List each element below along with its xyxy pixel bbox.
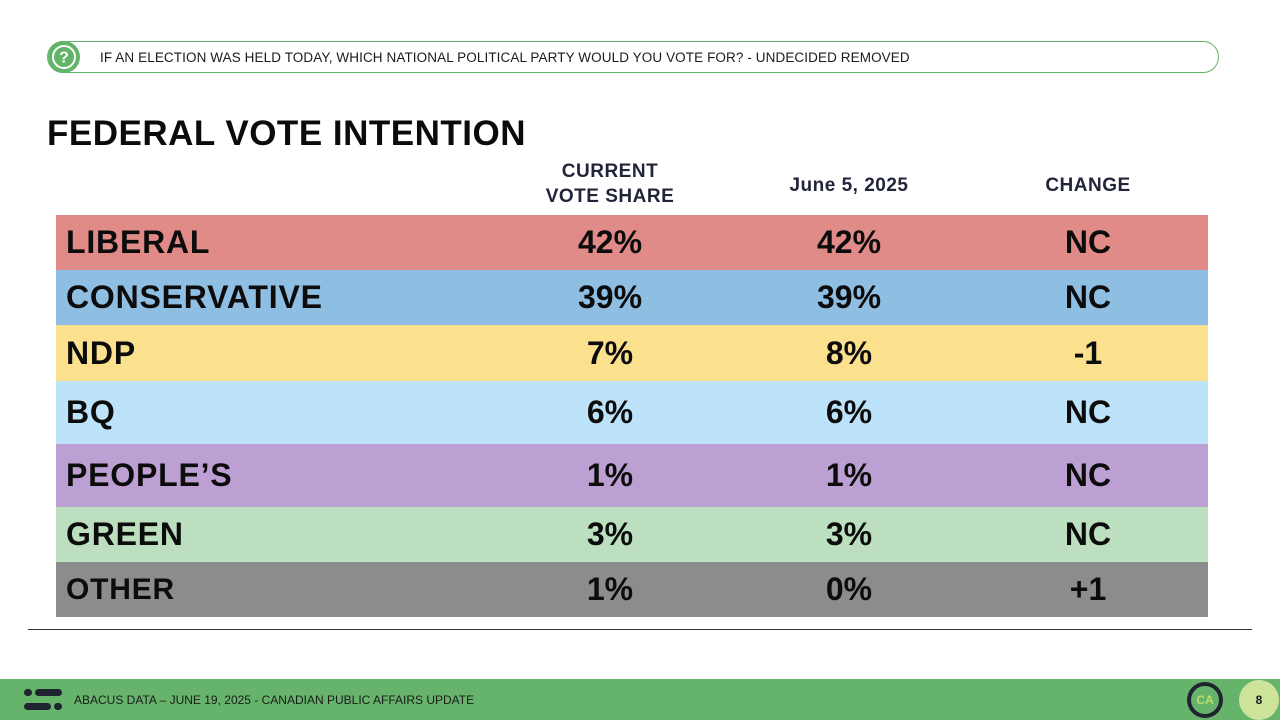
current-value: 3% (586, 516, 634, 552)
change-value: NC (1064, 279, 1112, 315)
footer-text: ABACUS DATA – JUNE 19, 2025 - CANADIAN P… (74, 693, 475, 707)
column-header-previous: June 5, 2025 (789, 175, 909, 196)
column-header-change: CHANGE (1045, 175, 1131, 196)
svg-text:?: ? (59, 49, 69, 66)
previous-value: 1% (825, 457, 873, 493)
ca-badge-icon: CA (1187, 682, 1223, 718)
current-value: 6% (586, 394, 634, 430)
column-header-current: CURRENT VOTE SHARE (545, 161, 675, 207)
previous-value: 6% (825, 394, 873, 430)
party-name: BQ (66, 394, 116, 430)
change-value: NC (1064, 516, 1112, 552)
table-row-liberal: LIBERAL 42% 42% NC (56, 215, 1208, 270)
current-value: 42% (577, 224, 643, 260)
previous-value: 3% (825, 516, 873, 552)
vote-intention-table: LIBERAL 42% 42% NC CONSERVATIVE 39% 39% … (56, 215, 1208, 617)
page-number: 8 (1239, 680, 1279, 720)
question-banner: ? IF AN ELECTION WAS HELD TODAY, WHICH N… (47, 40, 1219, 73)
table-row-bq: BQ 6% 6% NC (56, 381, 1208, 444)
party-name: GREEN (66, 516, 184, 552)
party-name: NDP (66, 334, 136, 371)
current-value: 1% (586, 571, 634, 607)
party-name: CONSERVATIVE (66, 279, 323, 315)
divider (28, 629, 1252, 630)
party-name: PEOPLE’S (66, 457, 233, 493)
change-value: NC (1064, 457, 1112, 493)
party-name: LIBERAL (66, 224, 211, 260)
current-value: 7% (586, 334, 634, 371)
change-value: -1 (1073, 334, 1103, 371)
change-value: NC (1064, 394, 1112, 430)
change-value: +1 (1069, 571, 1107, 607)
table-row-ndp: NDP 7% 8% -1 (56, 325, 1208, 381)
footer-bar: ABACUS DATA – JUNE 19, 2025 - CANADIAN P… (0, 679, 1280, 720)
previous-value: 39% (816, 279, 882, 315)
question-mark-icon: ? (48, 40, 80, 73)
page-title: FEDERAL VOTE INTENTION (47, 114, 526, 153)
previous-value: 0% (825, 571, 873, 607)
abacus-logo-icon (24, 688, 64, 712)
previous-value: 42% (816, 224, 882, 260)
question-text: IF AN ELECTION WAS HELD TODAY, WHICH NAT… (100, 50, 910, 65)
current-value: 1% (586, 457, 634, 493)
ca-badge-label: CA (1196, 693, 1214, 707)
table-row-conservative: CONSERVATIVE 39% 39% NC (56, 270, 1208, 325)
previous-value: 8% (825, 334, 873, 371)
table-row-peoples: PEOPLE’S 1% 1% NC (56, 444, 1208, 507)
party-name: OTHER (66, 572, 175, 606)
table-row-green: GREEN 3% 3% NC (56, 507, 1208, 562)
current-value: 39% (577, 279, 643, 315)
change-value: NC (1064, 224, 1112, 260)
table-row-other: OTHER 1% 0% +1 (56, 562, 1208, 617)
